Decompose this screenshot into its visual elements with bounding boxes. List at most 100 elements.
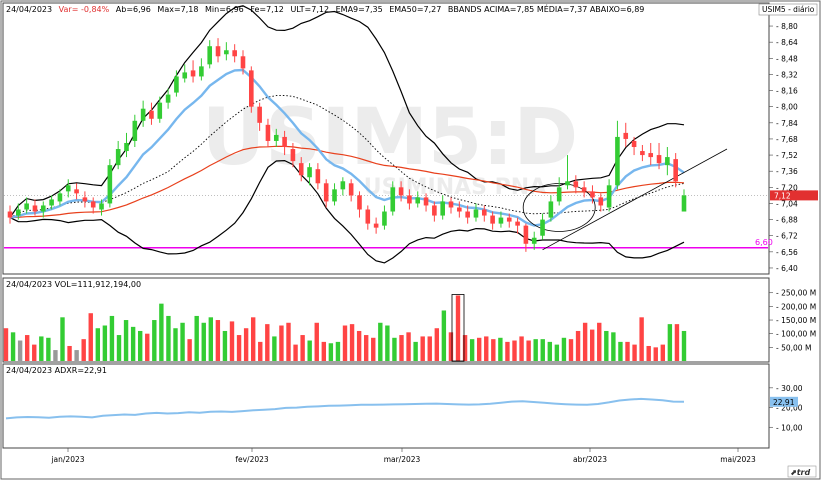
candle-body[interactable] — [382, 211, 387, 226]
candle-body[interactable] — [656, 155, 662, 164]
volume-bar[interactable] — [399, 335, 404, 361]
candle-body[interactable] — [631, 140, 637, 148]
candle-body[interactable] — [182, 72, 188, 79]
candle-body[interactable] — [440, 201, 445, 216]
candle-body[interactable] — [107, 165, 113, 204]
candle-body[interactable] — [74, 189, 79, 194]
candle-body[interactable] — [432, 205, 437, 216]
volume-bar[interactable] — [420, 336, 425, 361]
candle-body[interactable] — [132, 120, 138, 141]
volume-bar[interactable] — [258, 341, 263, 361]
candle-body[interactable] — [49, 199, 54, 206]
volume-bar[interactable] — [519, 336, 524, 361]
volume-bar[interactable] — [95, 328, 101, 361]
volume-bar[interactable] — [646, 345, 651, 361]
candle-body[interactable] — [398, 187, 404, 196]
volume-bar[interactable] — [300, 335, 305, 361]
volume-bar[interactable] — [653, 347, 658, 361]
volume-bar[interactable] — [166, 315, 171, 361]
volume-bar[interactable] — [187, 339, 192, 361]
candle-body[interactable] — [581, 187, 587, 192]
volume-bar[interactable] — [123, 320, 129, 361]
volume-bar[interactable] — [10, 332, 16, 361]
volume-bar[interactable] — [109, 315, 115, 361]
volume-bar[interactable] — [102, 325, 108, 362]
volume-bar[interactable] — [632, 344, 637, 361]
candle-body[interactable] — [481, 209, 487, 216]
candle-body[interactable] — [57, 193, 63, 202]
candle-body[interactable] — [665, 157, 670, 166]
volume-bar[interactable] — [286, 322, 291, 361]
volume-bar[interactable] — [406, 332, 411, 361]
volume-bar[interactable] — [385, 325, 390, 362]
candle-body[interactable] — [140, 108, 146, 121]
candle-body[interactable] — [457, 207, 462, 212]
candle-body[interactable] — [548, 201, 554, 218]
volume-bar[interactable] — [159, 303, 164, 361]
volume-bar[interactable] — [279, 325, 284, 362]
candle-body[interactable] — [215, 46, 221, 57]
volume-bar[interactable] — [24, 335, 30, 361]
volume-bar[interactable] — [484, 336, 489, 361]
volume-bar[interactable] — [575, 330, 581, 361]
volume-bar[interactable] — [152, 320, 157, 361]
candle-body[interactable] — [490, 215, 495, 224]
candle-body[interactable] — [407, 195, 412, 204]
candle-body[interactable] — [273, 134, 279, 141]
volume-bar[interactable] — [582, 322, 588, 361]
candle-body[interactable] — [32, 205, 38, 212]
volume-bar[interactable] — [611, 332, 616, 361]
volume-bar[interactable] — [554, 344, 560, 361]
candle-body[interactable] — [174, 76, 179, 93]
candle-body[interactable] — [199, 66, 204, 77]
candle-body[interactable] — [298, 163, 304, 176]
volume-bar[interactable] — [660, 344, 666, 361]
candle-body[interactable] — [565, 181, 570, 186]
volume-bar[interactable] — [180, 322, 185, 361]
volume-bar[interactable] — [74, 350, 79, 361]
volume-bar[interactable] — [526, 340, 531, 361]
price-panel[interactable] — [2, 2, 770, 275]
volume-bar[interactable] — [17, 340, 23, 361]
candle-body[interactable] — [590, 191, 595, 198]
adxr-panel[interactable] — [2, 363, 770, 449]
volume-bar[interactable] — [476, 337, 482, 361]
candle-body[interactable] — [90, 201, 96, 208]
candle-body[interactable] — [290, 149, 296, 162]
candle-body[interactable] — [124, 142, 129, 152]
volume-bar[interactable] — [173, 328, 178, 361]
candle-body[interactable] — [307, 167, 312, 178]
volume-bar[interactable] — [392, 337, 397, 361]
candle-body[interactable] — [249, 70, 254, 107]
candle-body[interactable] — [673, 159, 678, 182]
candle-body[interactable] — [681, 195, 687, 212]
volume-bar[interactable] — [604, 330, 609, 361]
candle-body[interactable] — [149, 110, 154, 119]
volume-bar[interactable] — [378, 322, 383, 361]
candle-body[interactable] — [423, 197, 429, 206]
candle-body[interactable] — [340, 181, 346, 190]
volume-bar[interactable] — [39, 336, 44, 361]
volume-bar[interactable] — [46, 337, 51, 361]
candle-body[interactable] — [573, 181, 579, 188]
volume-bar[interactable] — [561, 337, 567, 361]
candle-body[interactable] — [373, 223, 379, 228]
candle-body[interactable] — [24, 203, 29, 210]
volume-bar[interactable] — [462, 335, 468, 361]
volume-bar[interactable] — [349, 324, 355, 361]
candle-body[interactable] — [16, 209, 21, 216]
candle-body[interactable] — [515, 221, 520, 226]
candle-body[interactable] — [606, 185, 612, 208]
candle-body[interactable] — [623, 132, 629, 139]
candle-body[interactable] — [390, 187, 396, 212]
candle-body[interactable] — [540, 219, 545, 236]
candle-body[interactable] — [323, 183, 329, 202]
volume-bar[interactable] — [625, 341, 630, 361]
candle-body[interactable] — [531, 237, 537, 244]
candle-body[interactable] — [82, 197, 88, 202]
candle-body[interactable] — [240, 56, 246, 69]
candle-body[interactable] — [257, 106, 262, 123]
volume-bar[interactable] — [314, 322, 319, 361]
adxr-line[interactable] — [5, 397, 685, 420]
candle-body[interactable] — [615, 136, 620, 186]
